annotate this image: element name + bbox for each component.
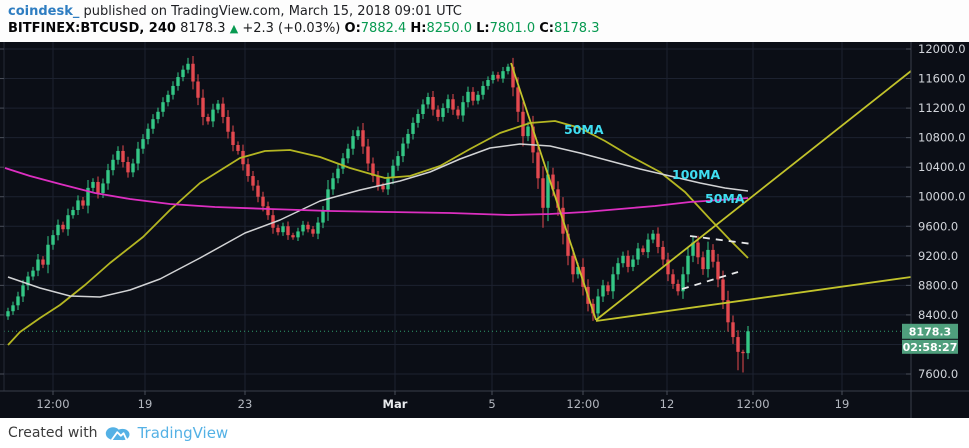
svg-text:19: 19 bbox=[835, 397, 850, 411]
time-axis[interactable]: 12:00 19 23 Mar 5 12:00 12 12:00 19 bbox=[36, 397, 849, 411]
footer: Created with TradingView bbox=[0, 418, 969, 448]
svg-text:12:00: 12:00 bbox=[736, 397, 769, 411]
pattern-dashed-lines bbox=[681, 235, 753, 290]
published-text: published on TradingView.com, March 15, … bbox=[79, 4, 462, 19]
svg-text:Mar: Mar bbox=[383, 397, 408, 411]
tradingview-logo-icon[interactable] bbox=[105, 425, 131, 442]
svg-text:12:00: 12:00 bbox=[36, 397, 69, 411]
symbol-title[interactable]: BITFINEX:BTCUSD, 240 bbox=[8, 21, 176, 36]
moving-averages bbox=[4, 120, 749, 346]
svg-text:10800.0: 10800.0 bbox=[918, 131, 966, 145]
svg-text:12: 12 bbox=[660, 397, 675, 411]
author-link[interactable]: coindesk_ bbox=[8, 4, 80, 19]
svg-text:02:58:27: 02:58:27 bbox=[903, 341, 958, 354]
svg-text:19: 19 bbox=[138, 397, 153, 411]
svg-text:11600.0: 11600.0 bbox=[918, 72, 966, 86]
svg-text:12000.0: 12000.0 bbox=[918, 42, 966, 56]
price-axis[interactable]: 12000.0 11600.0 11200.0 10800.0 10400.0 10000… bbox=[918, 42, 966, 381]
ohlc-label: O: bbox=[344, 21, 361, 36]
ohlc-value: 7882.4 bbox=[360, 21, 411, 36]
symbol-line: BITFINEX:BTCUSD, 240 8178.3 ▲ +2.3 (+0.0… bbox=[8, 20, 969, 38]
ohlc-value: 7801.0 bbox=[489, 21, 540, 36]
svg-text:9600.0: 9600.0 bbox=[918, 219, 958, 233]
ohlc-label: C: bbox=[539, 21, 554, 36]
svg-text:10400.0: 10400.0 bbox=[918, 160, 966, 174]
svg-text:8178.3: 8178.3 bbox=[909, 325, 951, 338]
trend-lines[interactable] bbox=[510, 62, 912, 322]
svg-text:12:00: 12:00 bbox=[566, 397, 599, 411]
ohlc-label: L: bbox=[476, 21, 490, 36]
svg-text:23: 23 bbox=[238, 397, 253, 411]
chart-area[interactable]: 50MA 100MA 50MA 12000.0 11600.0 11200.0 10800… bbox=[0, 42, 969, 418]
up-triangle-icon: ▲ bbox=[229, 22, 239, 35]
created-with-text: Created with bbox=[8, 425, 98, 441]
svg-text:8800.0: 8800.0 bbox=[918, 278, 958, 292]
grid-lines bbox=[4, 42, 911, 391]
chart-header: coindesk_ published on TradingView.com, … bbox=[0, 0, 969, 42]
svg-text:100MA: 100MA bbox=[672, 167, 721, 182]
svg-text:50MA: 50MA bbox=[564, 122, 604, 137]
ma-labels: 50MA 100MA 50MA bbox=[564, 122, 745, 206]
ohlc-value: 8178.3 bbox=[553, 21, 604, 36]
candlesticks bbox=[6, 55, 750, 373]
svg-text:9200.0: 9200.0 bbox=[918, 249, 958, 263]
price-change: +2.3 (+0.03%) bbox=[242, 21, 341, 36]
tradingview-link[interactable]: TradingView bbox=[137, 424, 229, 442]
ohlc-label: H: bbox=[410, 21, 427, 36]
svg-text:50MA: 50MA bbox=[705, 191, 745, 206]
svg-text:5: 5 bbox=[488, 397, 495, 411]
axis-borders bbox=[0, 42, 969, 418]
svg-text:11200.0: 11200.0 bbox=[918, 101, 966, 115]
ohlc-value: 8250.0 bbox=[426, 21, 477, 36]
svg-text:8400.0: 8400.0 bbox=[918, 308, 958, 322]
last-price: 8178.3 bbox=[180, 21, 226, 36]
price-badge: 8178.3 02:58:27 bbox=[902, 323, 958, 354]
published-line: coindesk_ published on TradingView.com, … bbox=[8, 3, 969, 20]
svg-text:7600.0: 7600.0 bbox=[918, 367, 958, 381]
svg-text:10000.0: 10000.0 bbox=[918, 190, 966, 204]
chart-canvas[interactable]: 50MA 100MA 50MA 12000.0 11600.0 11200.0 10800… bbox=[0, 42, 969, 418]
ohlc-values: O:7882.4 H:8250.0 L:7801.0 C:8178.3 bbox=[345, 21, 604, 36]
